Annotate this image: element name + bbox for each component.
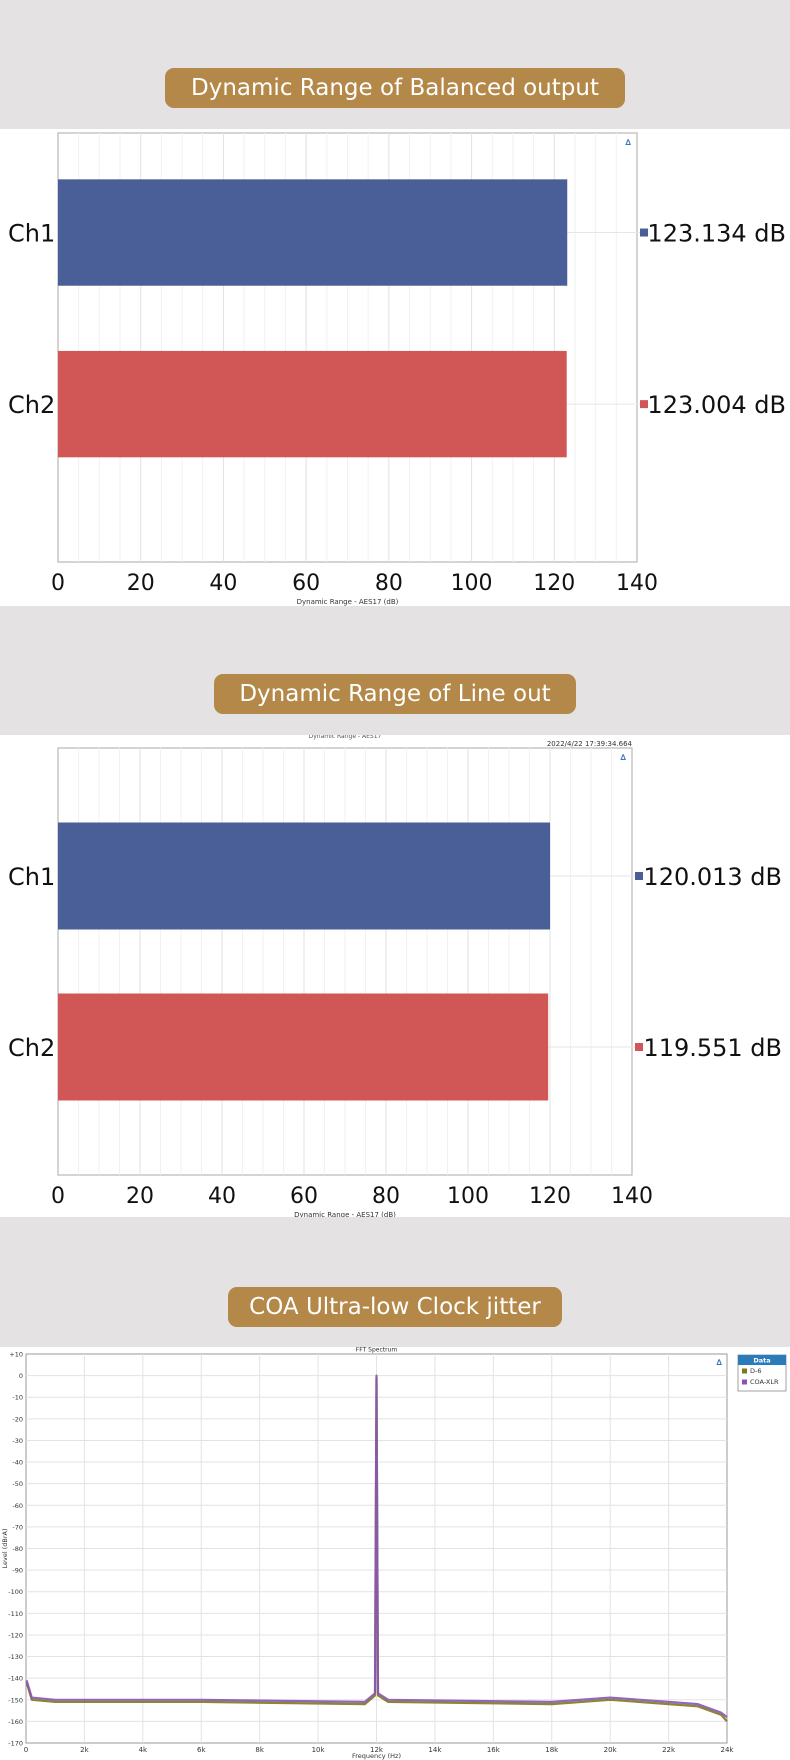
legend-entry: COA-XLR: [750, 1378, 779, 1386]
x-axis-label: Dynamic Range - AES17 (dB): [297, 598, 399, 606]
chart-panel-line-out: Ch1 120.013 dB Ch2 119.551 dB 0 20 40 60 80 100 12…: [0, 735, 790, 1217]
x-tick-label: 20k: [604, 1746, 618, 1754]
x-tick-label: 120: [533, 571, 575, 596]
bar: [58, 350, 567, 458]
y-tick-label: -90: [12, 1567, 23, 1575]
x-axis-label: Dynamic Range - AES17 (dB): [294, 1211, 396, 1217]
line-out-bar-chart: Ch1 120.013 dB Ch2 119.551 dB 0 20 40 60 80 100 12…: [8, 735, 782, 1217]
legend-marker: [640, 228, 648, 237]
legend-marker: [635, 1043, 643, 1051]
x-tick-label: 0: [51, 1184, 65, 1209]
chart-title: Dynamic Range - AES17: [309, 735, 382, 740]
x-tick-label: 20: [126, 1184, 154, 1209]
x-tick-label: 100: [451, 571, 493, 596]
x-tick-label: 20: [127, 571, 155, 596]
section-title-balanced: Dynamic Range of Balanced output: [165, 68, 625, 108]
y-tick-label: -110: [8, 1610, 23, 1618]
y-axis-label: Level (dBrA): [1, 1529, 9, 1569]
y-tick-label: -20: [12, 1415, 23, 1423]
y-tick-label: -50: [12, 1480, 23, 1488]
chart-title: FFT Spectrum: [356, 1347, 398, 1354]
category-label: Ch2: [8, 1034, 55, 1062]
section-title-line-out: Dynamic Range of Line out: [214, 674, 576, 714]
x-tick-label: 60: [290, 1184, 318, 1209]
value-label: 123.134 dB: [647, 220, 786, 248]
x-tick-label: 140: [611, 1184, 653, 1209]
ap-logo: ∆: [620, 753, 626, 762]
x-tick-label: 4k: [139, 1746, 148, 1754]
balanced-bar-chart: Ch1 123.134 dB Ch2 123.004 dB 0 20 40 60 80 100 12…: [8, 132, 786, 606]
x-tick-label: 10k: [312, 1746, 326, 1754]
ap-logo: ∆: [716, 1358, 722, 1367]
series-line: [25, 1374, 728, 1718]
legend-header: [738, 1355, 786, 1365]
section-1-header: Dynamic Range of Balanced output: [0, 0, 790, 129]
x-tick-label: 6k: [197, 1746, 206, 1754]
x-tick-label: 80: [372, 1184, 400, 1209]
section-3-header: COA Ultra-low Clock jitter: [0, 1217, 790, 1347]
y-tick-label: -120: [8, 1631, 23, 1639]
series-line: [25, 1376, 728, 1723]
x-tick-label: 18k: [545, 1746, 559, 1754]
x-tick-label: 80: [375, 571, 403, 596]
x-tick-label: 140: [616, 571, 658, 596]
y-tick-label: -170: [8, 1740, 23, 1748]
timestamp: 2022/4/22 17:39:34.664: [547, 740, 633, 748]
y-tick-label: 0: [19, 1372, 23, 1380]
chart-panel-fft: 0 2k 4k 6k 8k 10k 12k 14k 16k 18k 20k 22k 24k +10 0 -10…: [0, 1347, 790, 1760]
y-tick-label: -30: [12, 1437, 23, 1445]
y-tick-label: -40: [12, 1459, 23, 1467]
category-label: Ch1: [8, 863, 55, 891]
x-tick-label: 24k: [721, 1746, 735, 1754]
y-tick-label: -150: [8, 1696, 23, 1704]
value-label: 123.004 dB: [647, 391, 786, 419]
x-tick-label: 2k: [80, 1746, 89, 1754]
x-tick-label: 120: [529, 1184, 571, 1209]
legend-marker: [640, 400, 648, 409]
legend-swatch: [742, 1379, 747, 1385]
ap-logo: ∆: [625, 138, 631, 147]
x-tick-label: 100: [447, 1184, 489, 1209]
legend-title: Data: [753, 1357, 770, 1365]
legend-marker: [635, 872, 643, 880]
legend-swatch: [742, 1368, 747, 1374]
x-tick-label: 16k: [487, 1746, 501, 1754]
value-label: 120.013 dB: [643, 863, 782, 891]
x-axis-label: Frequency (Hz): [352, 1752, 401, 1760]
bar: [58, 822, 551, 930]
x-tick-label: 0: [24, 1746, 28, 1754]
x-tick-label: 0: [51, 571, 65, 596]
x-tick-label: 12k: [370, 1746, 384, 1754]
value-label: 119.551 dB: [643, 1034, 782, 1062]
y-tick-label: -100: [8, 1588, 23, 1596]
x-tick-label: 22k: [662, 1746, 676, 1754]
y-tick-label: +10: [9, 1351, 23, 1359]
y-tick-label: -10: [12, 1394, 23, 1402]
category-label: Ch1: [8, 220, 55, 248]
section-2-header: Dynamic Range of Line out: [0, 606, 790, 735]
y-tick-label: -130: [8, 1653, 23, 1661]
bar: [58, 993, 549, 1101]
y-tick-label: -160: [8, 1718, 23, 1726]
x-tick-label: 60: [292, 571, 320, 596]
chart-panel-balanced: Ch1 123.134 dB Ch2 123.004 dB 0 20 40 60 80 100 12…: [0, 129, 790, 606]
x-tick-label: 14k: [428, 1746, 442, 1754]
legend-entry: D-6: [750, 1367, 762, 1375]
y-tick-label: -140: [8, 1675, 23, 1683]
y-tick-label: -80: [12, 1545, 23, 1553]
x-tick-label: 8k: [255, 1746, 264, 1754]
y-tick-label: -60: [12, 1502, 23, 1510]
category-label: Ch2: [8, 391, 55, 419]
fft-spectrum-chart: 0 2k 4k 6k 8k 10k 12k 14k 16k 18k 20k 22k 24k +10 0 -10…: [1, 1347, 787, 1760]
bar: [58, 179, 568, 286]
y-tick-label: -70: [12, 1523, 23, 1531]
section-title-clock-jitter: COA Ultra-low Clock jitter: [228, 1287, 562, 1327]
x-tick-label: 40: [209, 571, 237, 596]
x-tick-label: 40: [208, 1184, 236, 1209]
